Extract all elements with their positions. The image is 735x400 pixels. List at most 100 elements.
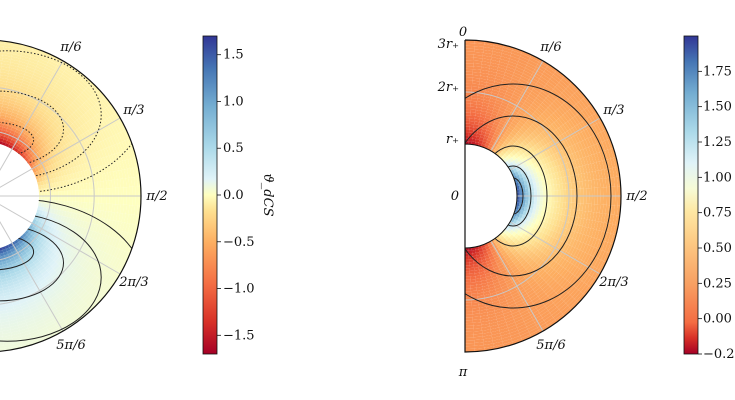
left-field-cell xyxy=(77,183,82,191)
left-field-cell xyxy=(38,58,48,66)
right-field-cell xyxy=(505,266,512,272)
left-field-cell xyxy=(55,257,62,264)
left-field-cell xyxy=(78,196,82,203)
left-field-cell xyxy=(46,266,53,273)
left-field-cell xyxy=(57,259,64,266)
right-field-cell xyxy=(473,264,479,268)
right-field-cell xyxy=(517,170,522,175)
right-field-cell xyxy=(465,325,474,329)
left-field-cell xyxy=(61,191,65,196)
right-field-cell xyxy=(591,125,599,135)
right-field-cell xyxy=(589,171,594,181)
right-field-cell xyxy=(503,290,511,296)
left-field-cell xyxy=(135,186,139,196)
right-field-cell xyxy=(528,174,533,180)
left-field-cell xyxy=(0,250,4,254)
right-field-cell xyxy=(498,132,504,138)
right-field-cell xyxy=(508,303,517,309)
right-field-cell xyxy=(539,171,544,177)
left-field-cell xyxy=(38,143,45,149)
right-field-cell xyxy=(528,232,534,238)
right-field-cell xyxy=(475,278,482,282)
left-field-cell xyxy=(20,82,29,88)
right-field-cell xyxy=(519,210,524,215)
left-field-cell xyxy=(5,84,14,89)
right-field-cell xyxy=(558,267,566,276)
right-field-cell xyxy=(469,264,475,269)
left-field-cell xyxy=(9,97,17,102)
right-field-cell xyxy=(535,155,541,162)
right-field-cell xyxy=(542,273,550,281)
left-field-cell xyxy=(69,132,77,140)
right-field-cell xyxy=(523,122,531,129)
right-field-cell xyxy=(521,203,526,208)
right-field-cell xyxy=(534,137,540,144)
right-field-cell xyxy=(558,177,563,185)
left-field-cell xyxy=(27,103,35,109)
right-field-cell xyxy=(534,265,541,272)
left-field-cell xyxy=(67,268,75,276)
right-field-cell xyxy=(604,139,611,150)
left-field-cell xyxy=(34,147,40,153)
right-field-cell xyxy=(490,292,498,297)
left-field-cell xyxy=(0,109,7,114)
right-field-cell xyxy=(472,66,482,70)
right-field-cell xyxy=(472,310,480,315)
right-field-cell xyxy=(563,101,572,110)
right-field-cell xyxy=(476,257,482,262)
right-field-cell xyxy=(471,95,478,99)
left-field-cell xyxy=(43,86,52,93)
right-field-cell xyxy=(515,220,520,226)
left-field-cell xyxy=(45,248,51,255)
left-field-cell xyxy=(109,187,113,196)
right-field-cell xyxy=(484,346,495,351)
left-field-cell xyxy=(18,239,24,245)
left-field-cell xyxy=(20,304,29,310)
right-field-cell xyxy=(486,260,492,265)
right-field-cell xyxy=(496,97,504,102)
right-field-cell xyxy=(492,244,498,250)
left-field-cell xyxy=(50,90,59,98)
left-field-cell xyxy=(38,276,46,283)
right-field-cell xyxy=(465,268,470,272)
right-field-cell xyxy=(538,115,546,123)
right-field-cell xyxy=(479,75,488,80)
right-contour xyxy=(465,83,612,309)
right-field-cell xyxy=(518,236,524,243)
left-field-cell xyxy=(41,239,48,245)
right-field-cell xyxy=(479,78,488,83)
left-field-cell xyxy=(30,111,37,117)
left-field-cell xyxy=(55,214,60,220)
right-field-cell xyxy=(545,143,552,151)
left-field-cell xyxy=(16,273,23,278)
right-field-cell xyxy=(580,226,586,235)
right-field-cell xyxy=(595,170,600,180)
left-field-cell xyxy=(78,189,82,196)
right-field-cell xyxy=(489,119,495,124)
right-field-cell xyxy=(518,129,525,135)
left-field-cell xyxy=(114,258,122,269)
left-field-cell xyxy=(54,249,61,256)
right-field-cell xyxy=(549,114,557,123)
left-field-cell xyxy=(32,223,38,228)
right-field-cell xyxy=(551,89,560,98)
right-field-cell xyxy=(598,132,605,142)
right-field-cell xyxy=(517,121,524,127)
right-field-cell xyxy=(507,324,518,331)
left-field-cell xyxy=(0,313,8,318)
right-field-cell xyxy=(507,85,516,92)
right-colorbar-ticks: 1.751.501.251.000.750.500.250.00−0.25 xyxy=(698,64,735,362)
right-field-cell xyxy=(502,135,508,140)
right-field-cell xyxy=(555,165,561,173)
left-field-cell xyxy=(40,203,45,208)
left-field-cell xyxy=(19,88,27,94)
right-field-cell xyxy=(478,122,484,127)
right-field-cell xyxy=(507,223,512,229)
right-field-cell xyxy=(532,100,541,107)
left-field-cell xyxy=(56,237,63,244)
right-field-cell xyxy=(486,139,491,144)
left-field-cell xyxy=(79,267,86,276)
left-field-cell xyxy=(88,129,95,138)
right-field-cell xyxy=(585,244,592,254)
left-field-cell xyxy=(72,160,77,168)
